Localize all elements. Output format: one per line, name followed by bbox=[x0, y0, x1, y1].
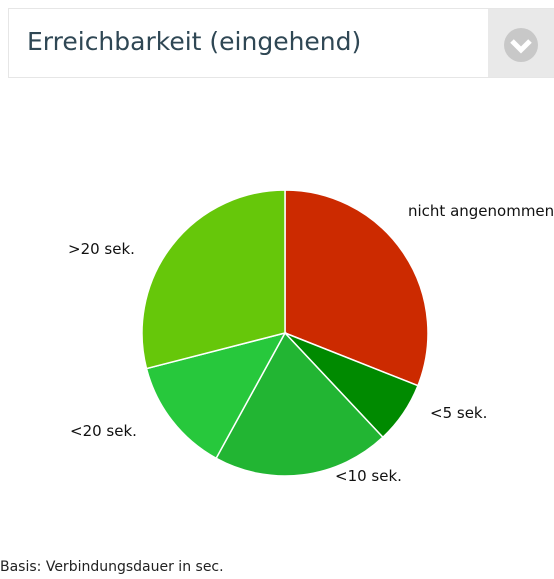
slice-label: >20 sek. bbox=[68, 240, 135, 258]
slice-label: <10 sek. bbox=[335, 467, 402, 485]
panel-header: Erreichbarkeit (eingehend) bbox=[8, 8, 554, 78]
slice-label: nicht angenommen bbox=[408, 202, 554, 220]
pie-slice bbox=[284, 189, 429, 387]
dropdown-toggle[interactable] bbox=[488, 9, 554, 77]
pie-slice bbox=[141, 189, 286, 370]
chevron-icon bbox=[504, 28, 538, 62]
slice-label: <5 sek. bbox=[430, 404, 488, 422]
footnote: Basis: Verbindungsdauer in sec. bbox=[0, 559, 224, 575]
pie-slice bbox=[284, 332, 419, 439]
panel-title: Erreichbarkeit (eingehend) bbox=[27, 27, 362, 56]
slice-label: <20 sek. bbox=[70, 422, 137, 440]
pie-slice bbox=[145, 331, 287, 460]
pie-slice bbox=[215, 331, 384, 477]
